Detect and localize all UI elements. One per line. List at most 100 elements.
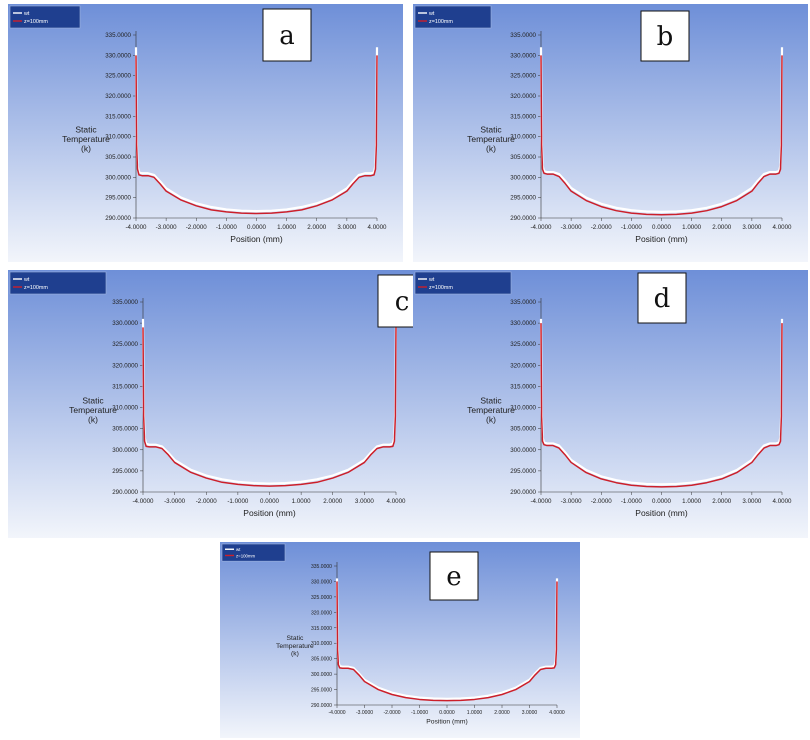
panel-label-text: b (657, 22, 674, 52)
x-tick-label: 1.0000 (292, 498, 311, 505)
y-tick-label: 290.0000 (105, 215, 131, 222)
y-tick-label: 310.0000 (311, 641, 332, 647)
x-axis-title: Position (mm) (635, 234, 688, 244)
chart-svg-b: 290.0000 295.0000 300.0000 305.0000 310.0000… (413, 4, 808, 262)
y-axis-title: Static Temperature (k) (276, 635, 314, 657)
x-tick-label: 1.0000 (277, 224, 296, 231)
legend: wtz=100mm (9, 271, 107, 295)
x-tick-label: 1.0000 (682, 224, 701, 231)
y-axis-title: Static Temperature (k) (69, 395, 117, 424)
y-tick-label: 300.0000 (112, 447, 138, 454)
y-axis-title: Static Temperature (k) (467, 395, 515, 424)
y-tick-label: 325.0000 (510, 73, 536, 80)
legend-entry: z=100mm (429, 19, 453, 25)
y-tick-label: 290.0000 (510, 489, 536, 496)
series-line-wt (134, 47, 379, 213)
x-tick-label: 0.0000 (652, 498, 671, 505)
chart-svg-e: 290.0000 295.0000 300.0000 305.0000 310.0000… (220, 542, 580, 738)
legend-entry: z=100mm (24, 285, 48, 291)
series-line-z-100mm (540, 55, 783, 216)
y-tick-label: 320.0000 (105, 93, 131, 100)
x-tick-label: 2.0000 (323, 498, 342, 505)
x-tick-label: -2.0000 (383, 710, 400, 716)
y-tick-label: 325.0000 (510, 341, 536, 348)
chart-svg-d: 290.0000 295.0000 300.0000 305.0000 310.0000… (413, 270, 808, 538)
legend-entry: wt (428, 277, 435, 283)
y-tick-label: 335.0000 (510, 32, 536, 39)
x-tick-label: 3.0000 (742, 224, 761, 231)
series-line-z-100mm (336, 581, 558, 702)
y-tick-label: 300.0000 (510, 447, 536, 454)
y-axis-title: Static Temperature (k) (62, 125, 110, 154)
plot-background (220, 542, 580, 738)
y-tick-label: 335.0000 (510, 299, 536, 306)
y-tick-label: 335.0000 (311, 564, 332, 570)
y-tick-label: 295.0000 (510, 195, 536, 202)
y-tick-label: 325.0000 (105, 73, 131, 80)
x-tick-label: -1.0000 (621, 498, 643, 505)
x-tick-label: 4.0000 (773, 498, 792, 505)
x-tick-label: -3.0000 (561, 498, 583, 505)
plot-background (413, 4, 808, 262)
y-tick-label: 300.0000 (510, 174, 536, 181)
legend-entry: z=100mm (24, 19, 48, 25)
legend: wtz=100mm (9, 5, 81, 29)
x-tick-label: 1.0000 (682, 498, 701, 505)
x-tick-label: -4.0000 (133, 498, 155, 505)
y-tick-label: 315.0000 (105, 113, 131, 120)
y-tick-label: 310.0000 (112, 405, 138, 412)
y-tick-label: 315.0000 (510, 383, 536, 390)
series-line-wt (539, 47, 784, 213)
y-tick-label: 300.0000 (105, 174, 131, 181)
chart-panel-e: 290.0000 295.0000 300.0000 305.0000 310.0000… (220, 542, 580, 738)
x-tick-label: -2.0000 (591, 498, 613, 505)
plot-background (8, 270, 423, 538)
x-tick-label: 1.0000 (467, 710, 483, 716)
y-tick-label: 320.0000 (112, 362, 138, 369)
legend: wtz=100mm (221, 543, 286, 562)
panel-label: b (640, 10, 690, 62)
x-tick-label: -3.0000 (156, 224, 178, 231)
panel-label-text: d (654, 284, 671, 314)
y-tick-label: 305.0000 (105, 154, 131, 161)
x-tick-label: 4.0000 (549, 710, 565, 716)
x-tick-label: -4.0000 (126, 224, 148, 231)
y-tick-label: 330.0000 (510, 320, 536, 327)
x-tick-label: 0.0000 (652, 224, 671, 231)
x-tick-label: -2.0000 (591, 224, 613, 231)
y-tick-label: 315.0000 (510, 113, 536, 120)
panel-label-text: e (446, 562, 461, 592)
y-tick-label: 290.0000 (112, 489, 138, 496)
x-tick-label: -2.0000 (196, 498, 218, 505)
series-line-z-100mm (540, 323, 783, 488)
chart-panel-a: 290.0000 295.0000 300.0000 305.0000 310.0000… (8, 4, 403, 262)
chart-svg-a: 290.0000 295.0000 300.0000 305.0000 310.0000… (8, 4, 403, 262)
y-tick-label: 330.0000 (311, 579, 332, 585)
y-tick-label: 325.0000 (112, 341, 138, 348)
y-tick-label: 300.0000 (311, 672, 332, 678)
x-tick-label: -3.0000 (356, 710, 373, 716)
legend: wtz=100mm (414, 5, 492, 29)
x-tick-label: -4.0000 (328, 710, 345, 716)
series-line-z-100mm (142, 327, 397, 487)
y-tick-label: 310.0000 (510, 134, 536, 141)
x-tick-label: -4.0000 (531, 224, 553, 231)
x-tick-label: -2.0000 (186, 224, 208, 231)
x-tick-label: 3.0000 (355, 498, 374, 505)
y-tick-label: 295.0000 (311, 688, 332, 694)
y-tick-label: 310.0000 (105, 134, 131, 141)
x-axis-title: Position (mm) (635, 508, 688, 518)
x-tick-label: 3.0000 (337, 224, 356, 231)
series-line-z-100mm (135, 55, 378, 215)
y-tick-label: 290.0000 (311, 703, 332, 709)
chart-panel-d: 290.0000 295.0000 300.0000 305.0000 310.0000… (413, 270, 808, 538)
y-tick-label: 320.0000 (510, 93, 536, 100)
chart-panel-b: 290.0000 295.0000 300.0000 305.0000 310.0000… (413, 4, 808, 262)
x-tick-label: -4.0000 (531, 498, 553, 505)
x-tick-label: 4.0000 (387, 498, 406, 505)
panel-label: d (637, 272, 687, 324)
y-tick-label: 290.0000 (510, 215, 536, 222)
y-tick-label: 310.0000 (510, 405, 536, 412)
x-tick-label: 2.0000 (712, 224, 731, 231)
x-tick-label: 2.0000 (494, 710, 510, 716)
